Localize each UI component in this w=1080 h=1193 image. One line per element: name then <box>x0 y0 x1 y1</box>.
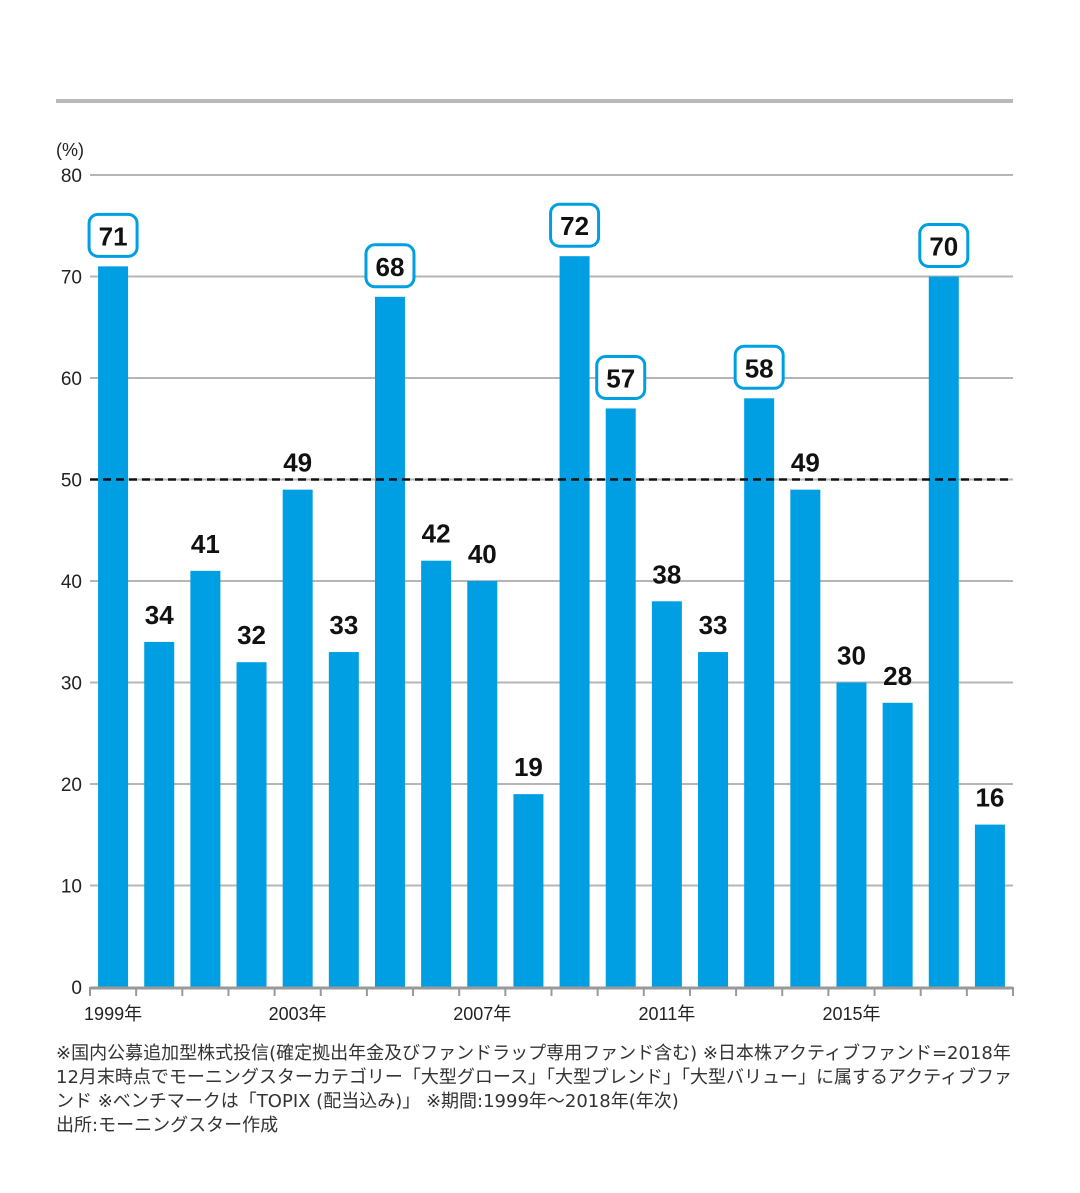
bar <box>651 601 682 987</box>
gridlines <box>90 174 1013 887</box>
bar <box>467 581 498 987</box>
highlight-box <box>364 243 416 289</box>
data-label: 19 <box>514 752 543 782</box>
y-unit-label: (%) <box>56 140 84 160</box>
y-tick-label: 30 <box>61 674 82 695</box>
bar <box>790 489 821 987</box>
bar <box>98 266 129 988</box>
bar <box>513 794 544 987</box>
y-tick-label: 60 <box>61 369 82 390</box>
data-label: 42 <box>422 519 451 549</box>
highlight-box <box>733 344 785 390</box>
bar <box>974 824 1005 987</box>
y-tick-label: 0 <box>71 978 82 999</box>
y-tick-label: 70 <box>61 268 82 289</box>
data-label: 68 <box>376 252 405 282</box>
data-label: 33 <box>329 610 358 640</box>
bar <box>605 408 636 987</box>
x-tick-label: 1999年 <box>84 1004 142 1024</box>
footnote-text: ※国内公募追加型株式投信(確定拠出年金及びファンドラップ専用ファンド含む) ※日… <box>56 1043 1013 1112</box>
data-label: 33 <box>699 610 728 640</box>
y-tick-label: 20 <box>61 775 82 796</box>
bar <box>882 702 913 987</box>
highlight-box <box>87 212 139 258</box>
bar <box>836 682 867 987</box>
x-tick-label: 2011年 <box>639 1004 696 1024</box>
y-tick-label: 10 <box>61 877 82 898</box>
bar <box>236 662 267 987</box>
data-label: 41 <box>191 529 220 559</box>
x-tick-label: 2007年 <box>453 1004 511 1024</box>
source-text: 出所:モーニングスター作成 <box>56 1115 279 1136</box>
data-label: 72 <box>560 211 589 241</box>
data-label: 57 <box>606 363 635 393</box>
footnotes: ※国内公募追加型株式投信(確定拠出年金及びファンドラップ専用ファンド含む) ※日… <box>56 1042 1021 1138</box>
bar <box>744 398 775 987</box>
data-label: 70 <box>929 232 958 262</box>
bar <box>928 276 959 987</box>
x-axis: 1999年 2003年 2007年 2011年 2015年 <box>84 986 1014 1024</box>
data-label: 30 <box>837 641 866 671</box>
data-label: 34 <box>145 600 174 630</box>
data-label: 49 <box>791 448 820 478</box>
data-label: 38 <box>652 559 681 589</box>
x-tick-label: 2003年 <box>269 1004 327 1024</box>
data-label: 16 <box>975 783 1004 813</box>
data-label: 40 <box>468 539 497 569</box>
bar <box>374 296 405 987</box>
y-tick-label: 40 <box>61 572 82 593</box>
data-label: 58 <box>745 353 774 383</box>
highlight-box <box>549 202 601 248</box>
bar <box>328 652 359 987</box>
data-label: 71 <box>99 221 128 251</box>
data-label: 32 <box>237 620 266 650</box>
highlight-box <box>918 223 970 268</box>
highlight-box <box>595 354 647 400</box>
bars <box>98 256 1005 988</box>
y-tick-label: 50 <box>61 471 82 492</box>
top-divider <box>56 99 1013 103</box>
bar <box>421 560 452 987</box>
bar <box>144 641 175 987</box>
data-label: 28 <box>883 661 912 691</box>
y-axis-ticks: 0 10 20 30 40 50 60 70 80 <box>61 166 82 999</box>
bar-chart: (%) 0 10 20 30 40 50 60 70 80 71 34 41 32 49 33 68 42 40… <box>56 99 1014 1024</box>
bar <box>559 256 590 987</box>
data-labels: 71 34 41 32 49 33 68 42 40 19 72 57 38 33 58 49 30 28 70 16 <box>87 202 1004 813</box>
x-tick-label: 2015年 <box>822 1004 880 1024</box>
data-label: 49 <box>283 448 312 478</box>
y-tick-label: 80 <box>61 166 82 187</box>
bar <box>282 489 313 987</box>
bar <box>698 652 729 987</box>
bar <box>190 570 221 987</box>
